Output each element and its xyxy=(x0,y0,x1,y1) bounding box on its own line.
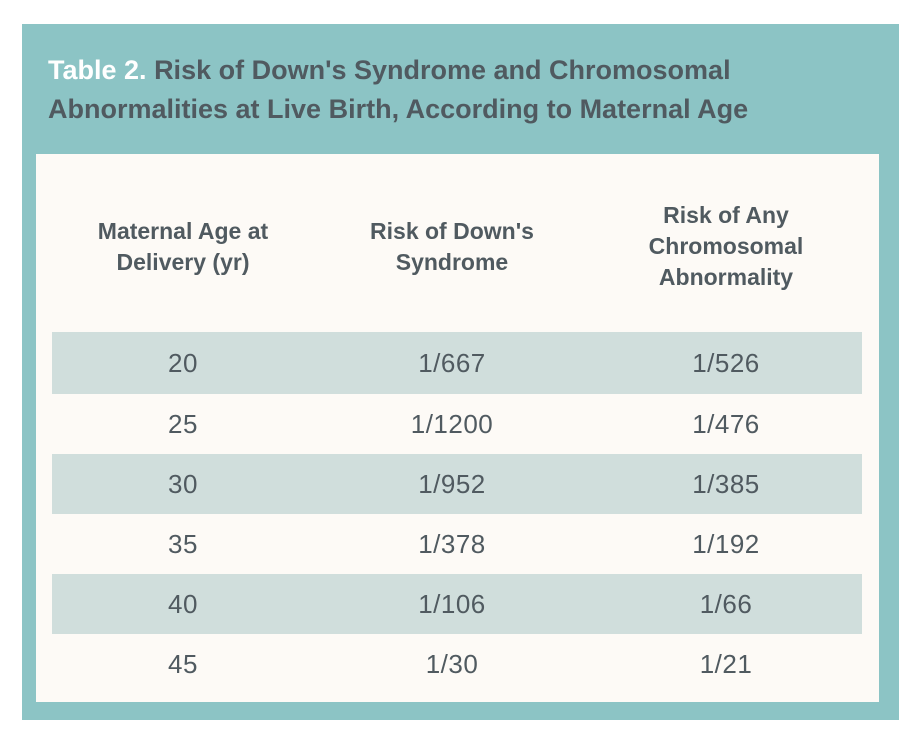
table-row: 40 1/106 1/66 xyxy=(52,574,862,634)
cell-chromosomal-risk: 1/476 xyxy=(692,408,760,439)
table-title: Table 2. Risk of Down's Syndrome and Chr… xyxy=(48,51,868,129)
table-row: 35 1/378 1/192 xyxy=(52,514,862,574)
cell-down-syndrome-risk: 1/30 xyxy=(425,648,479,679)
cell-maternal-age: 40 xyxy=(168,588,198,619)
table-body: 20 1/667 1/526 25 1/1200 1/476 30 1/952 … xyxy=(52,332,862,694)
table-row: 20 1/667 1/526 xyxy=(52,332,862,394)
cell-down-syndrome-risk: 1/378 xyxy=(418,528,486,559)
table-row: 25 1/1200 1/476 xyxy=(52,394,862,454)
table-row: 30 1/952 1/385 xyxy=(52,454,862,514)
header-down-syndrome-risk: Risk of Down's Syndrome xyxy=(370,217,534,275)
cell-down-syndrome-risk: 1/667 xyxy=(418,347,486,378)
cell-maternal-age: 30 xyxy=(168,468,198,499)
cell-maternal-age: 20 xyxy=(168,347,198,378)
table-number-label: Table 2. xyxy=(48,55,147,85)
table-header: Maternal Age at Delivery (yr) Risk of Do… xyxy=(52,184,862,309)
cell-down-syndrome-risk: 1/952 xyxy=(418,468,486,499)
cell-maternal-age: 45 xyxy=(168,648,198,679)
cell-chromosomal-risk: 1/66 xyxy=(699,588,753,619)
table-frame: Table 2. Risk of Down's Syndrome and Chr… xyxy=(22,24,899,720)
cell-maternal-age: 25 xyxy=(168,408,198,439)
table-panel: Maternal Age at Delivery (yr) Risk of Do… xyxy=(36,154,879,702)
cell-down-syndrome-risk: 1/106 xyxy=(418,588,486,619)
cell-chromosomal-risk: 1/526 xyxy=(692,347,760,378)
cell-chromosomal-risk: 1/21 xyxy=(699,648,753,679)
cell-chromosomal-risk: 1/192 xyxy=(692,528,760,559)
header-maternal-age: Maternal Age at Delivery (yr) xyxy=(97,217,269,275)
cell-chromosomal-risk: 1/385 xyxy=(692,468,760,499)
table-title-text: Risk of Down's Syndrome and Chromosomal … xyxy=(48,55,749,124)
table-row: 45 1/30 1/21 xyxy=(52,634,862,694)
header-chromosomal-abnormality-risk: Risk of Any Chromosomal Abnormality xyxy=(648,202,804,290)
cell-maternal-age: 35 xyxy=(168,528,198,559)
cell-down-syndrome-risk: 1/1200 xyxy=(410,408,494,439)
